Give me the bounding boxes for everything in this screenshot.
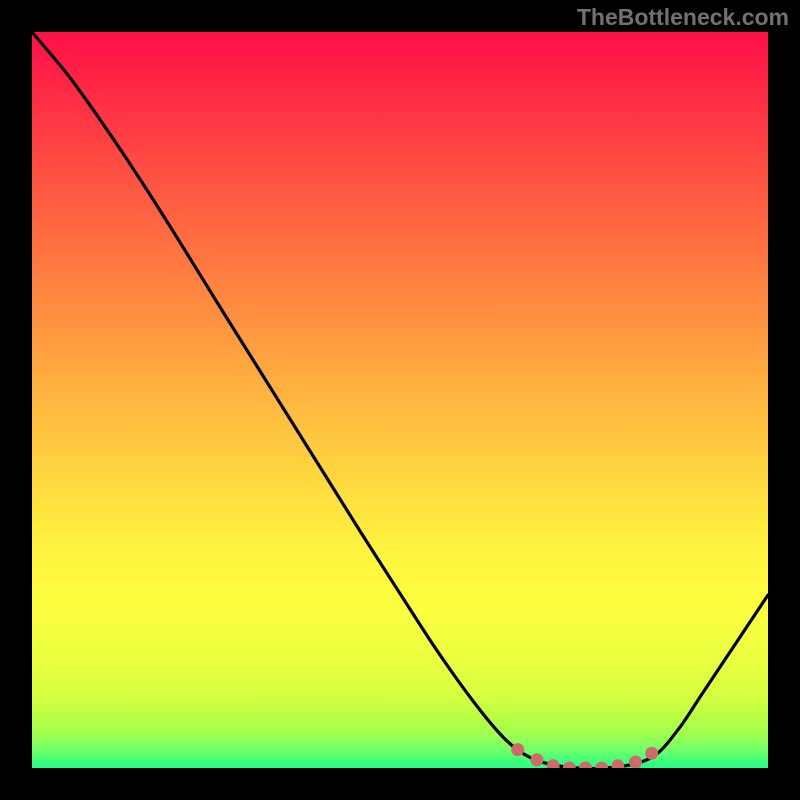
attribution-label: TheBottleneck.com [577, 4, 789, 31]
highlight-dot [563, 762, 576, 775]
highlight-dot [511, 743, 524, 756]
highlight-dot [645, 747, 658, 760]
highlight-dot [595, 762, 608, 775]
highlight-dot [629, 756, 642, 769]
curve-layer [0, 0, 800, 800]
highlight-dot [611, 759, 624, 772]
highlight-dot [530, 753, 543, 766]
highlight-dot [547, 759, 560, 772]
highlight-dot [579, 762, 592, 775]
bottleneck-curve [32, 32, 768, 769]
chart-root: TheBottleneck.com [0, 0, 800, 800]
